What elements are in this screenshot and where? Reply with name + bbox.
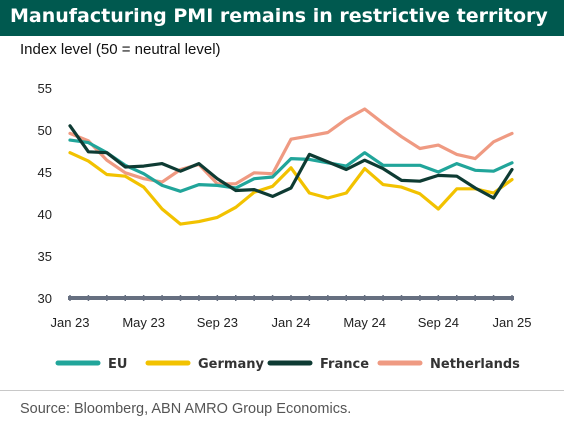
series-line-netherlands: [68, 107, 514, 186]
y-tick-label: 50: [38, 123, 52, 138]
x-tick-label: May 24: [343, 315, 386, 330]
x-tick-label: Jan 24: [271, 315, 310, 330]
legend-label-germany: Germany: [198, 357, 264, 372]
y-tick-label: 55: [38, 81, 52, 96]
y-tick-label: 35: [38, 249, 52, 264]
footer-divider: [0, 390, 564, 391]
legend-label-eu: EU: [108, 357, 127, 372]
line-chart: 30 35 40 45 50 55 Jan 23 May 23 Sep 23 Jan 24 May …: [38, 81, 532, 372]
y-tick-label: 30: [38, 291, 52, 306]
x-tick-label: Sep 23: [197, 315, 238, 330]
title-bar: [0, 0, 564, 36]
legend-label-netherlands: Netherlands: [430, 357, 520, 372]
source-note: Source: Bloomberg, ABN AMRO Group Econom…: [20, 401, 352, 417]
x-tick-label: Jan 25: [492, 315, 531, 330]
y-tick-label: 45: [38, 165, 52, 180]
x-tick-label: May 23: [122, 315, 165, 330]
series-line-eu: [68, 138, 514, 193]
chart-title: Manufacturing PMI remains in restrictive…: [10, 5, 548, 27]
y-tick-label: 40: [38, 207, 52, 222]
series-line-france: [68, 124, 514, 200]
x-tick-label: Sep 24: [418, 315, 459, 330]
chart-subtitle: Index level (50 = neutral level): [20, 41, 221, 58]
series-line-germany: [68, 151, 514, 226]
legend-label-france: France: [320, 357, 369, 372]
x-tick-label: Jan 23: [50, 315, 89, 330]
